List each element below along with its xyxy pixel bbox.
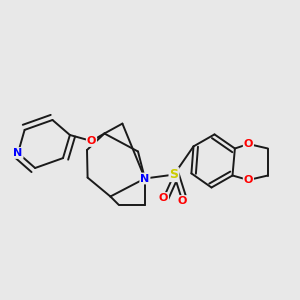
Text: O: O <box>159 193 168 203</box>
Text: O: O <box>244 139 253 149</box>
Text: O: O <box>244 175 253 185</box>
Text: N: N <box>14 148 22 158</box>
Text: N: N <box>140 173 149 184</box>
Text: O: O <box>87 136 96 146</box>
Text: S: S <box>169 168 178 181</box>
Text: O: O <box>178 196 187 206</box>
